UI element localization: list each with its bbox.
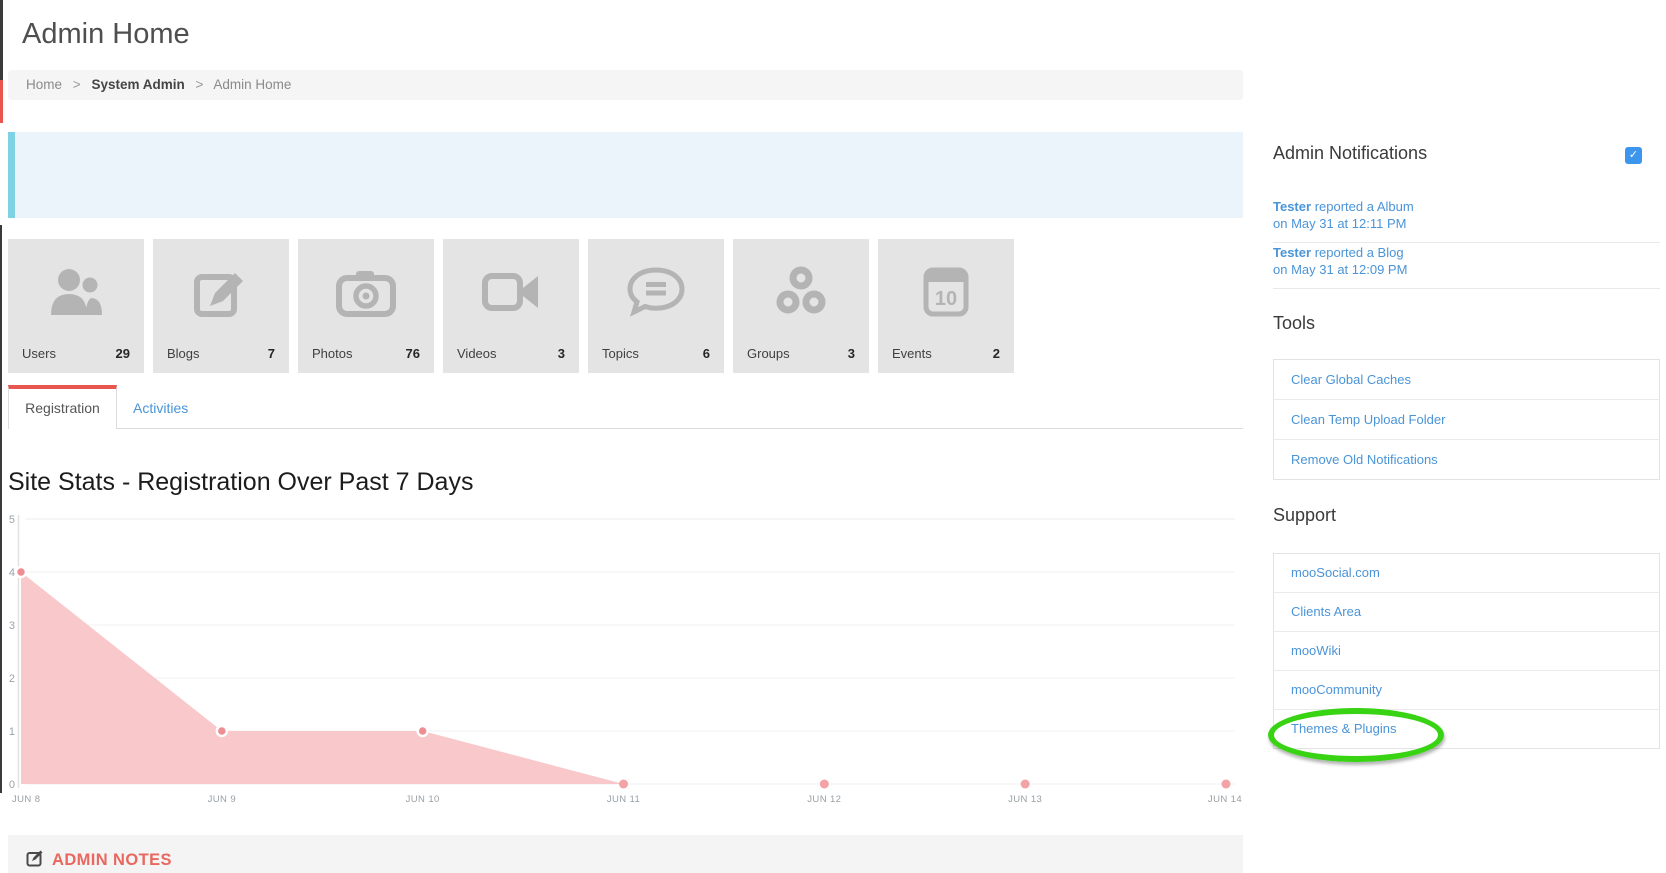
tile-value: 3 (557, 346, 565, 361)
tile-value: 3 (847, 346, 855, 361)
notifications-checkbox[interactable]: ✓ (1625, 147, 1642, 164)
admin-notes-title: ADMIN NOTES (52, 851, 172, 869)
stat-tile-videos[interactable]: Videos 3 (443, 239, 579, 373)
svg-text:4: 4 (9, 567, 15, 579)
tile-label: Groups (747, 346, 790, 361)
svg-text:Jun 9: Jun 9 (208, 794, 236, 805)
left-nav-edge-strip-lower (0, 225, 2, 793)
check-icon: ✓ (1628, 149, 1639, 161)
tab-activities[interactable]: Activities (133, 400, 189, 416)
stat-tile-topics[interactable]: Topics 6 (588, 239, 724, 373)
themes-plugins-link[interactable]: Themes & Plugins (1291, 721, 1397, 736)
tile-label: Photos (312, 346, 353, 361)
clear-global-caches-link[interactable]: Clear Global Caches (1291, 372, 1411, 387)
svg-text:Jun 14: Jun 14 (1208, 794, 1242, 805)
stat-tile-groups[interactable]: Groups 3 (733, 239, 869, 373)
video-camera-icon (443, 263, 579, 326)
registration-chart: 0 1 2 3 4 5 Jun 8 Jun 9 Jun 10 Jun 11 Jun 12 Jun 13… (8, 505, 1243, 815)
clients-area-link[interactable]: Clients Area (1291, 604, 1362, 619)
moosocial-com-link[interactable]: mooSocial.com (1291, 565, 1380, 580)
tools-heading: Tools (1273, 313, 1316, 333)
svg-text:5: 5 (9, 514, 15, 526)
tab-registration[interactable]: Registration (8, 385, 117, 429)
svg-text:3: 3 (9, 620, 15, 632)
blog-compose-icon (153, 263, 289, 326)
svg-text:1: 1 (9, 726, 15, 738)
clean-temp-upload-folder-link[interactable]: Clean Temp Upload Folder (1291, 412, 1446, 427)
moocommunity-link[interactable]: mooCommunity (1291, 682, 1383, 697)
tile-value: 29 (115, 346, 130, 361)
notification-actor: Tester (1273, 199, 1312, 214)
breadcrumb-separator: > (72, 77, 81, 92)
breadcrumb-system-admin[interactable]: System Admin (91, 77, 185, 92)
notification-action: reported a Blog (1314, 245, 1404, 260)
stat-tile-users[interactable]: Users 29 (8, 239, 144, 373)
svg-text:10: 10 (935, 288, 957, 310)
list-item: mooSocial.com (1274, 554, 1659, 593)
tab-bar: Registration Activities (8, 385, 1243, 429)
list-item: mooCommunity (1274, 671, 1659, 710)
support-list: mooSocial.com Clients Area mooWiki mooCo… (1273, 553, 1660, 749)
notifications-heading: Admin Notifications (1273, 143, 1428, 163)
group-circles-icon (733, 263, 869, 326)
tile-label: Events (892, 346, 932, 361)
tools-list: Clear Global Caches Clean Temp Upload Fo… (1268, 359, 1660, 762)
support-heading: Support (1273, 505, 1337, 525)
notification-action: reported a Album (1314, 199, 1414, 214)
camera-icon (298, 263, 434, 326)
breadcrumb-current: Admin Home (213, 77, 292, 92)
svg-text:Jun 10: Jun 10 (406, 794, 440, 805)
breadcrumb: Home > System Admin > Admin Home (8, 70, 1243, 100)
stat-tile-photos[interactable]: Photos 76 (298, 239, 434, 373)
stat-tile-blogs[interactable]: Blogs 7 (153, 239, 289, 373)
svg-text:Jun 12: Jun 12 (807, 794, 841, 805)
page-title: Admin Home (22, 18, 190, 50)
notification-item[interactable]: Tester reported a Blog on May 31 at 12:0… (1273, 244, 1660, 289)
breadcrumb-home[interactable]: Home (26, 77, 63, 92)
main-content: Admin Home Home > System Admin > Admin H… (8, 0, 1243, 873)
svg-text:Jun 11: Jun 11 (607, 794, 640, 805)
tile-value: 7 (267, 346, 275, 361)
left-nav-active-item-strip (0, 80, 3, 123)
list-item: Themes & Plugins (1274, 710, 1659, 748)
svg-text:Jun 13: Jun 13 (1008, 794, 1042, 805)
pencil-square-icon (26, 849, 44, 872)
list-item: Clients Area (1274, 593, 1659, 632)
svg-text:0: 0 (9, 779, 15, 791)
chart-title: Site Stats - Registration Over Past 7 Da… (8, 468, 474, 496)
tile-label: Topics (602, 346, 639, 361)
admin-notes-section: ADMIN NOTES (8, 835, 1243, 873)
list-item: mooWiki (1274, 632, 1659, 671)
list-item: Remove Old Notifications (1274, 440, 1659, 479)
tile-label: Users (22, 346, 56, 361)
moowiki-link[interactable]: mooWiki (1291, 643, 1341, 658)
list-item: Clean Temp Upload Folder (1274, 400, 1659, 440)
breadcrumb-separator: > (195, 77, 204, 92)
remove-old-notifications-link[interactable]: Remove Old Notifications (1291, 452, 1438, 467)
svg-text:2: 2 (9, 673, 15, 685)
stat-tile-events[interactable]: 10 Events 2 (878, 239, 1014, 373)
calendar-icon: 10 (878, 263, 1014, 326)
users-icon (8, 263, 144, 326)
left-nav-edge-strip (0, 0, 3, 80)
notification-time: on May 31 at 12:09 PM (1273, 262, 1408, 277)
list-item: Clear Global Caches (1268, 360, 1659, 762)
tile-label: Blogs (167, 346, 200, 361)
right-sidebar: Admin Notifications ✓ Tester reported a … (1268, 0, 1660, 873)
stats-row: Users 29 Blogs 7 (8, 239, 1014, 373)
tile-label: Videos (457, 346, 497, 361)
notification-actor: Tester (1273, 245, 1312, 260)
info-banner (8, 132, 1243, 218)
svg-text:Jun 8: Jun 8 (12, 794, 40, 805)
tile-value: 2 (992, 346, 1000, 361)
tile-value: 76 (405, 346, 420, 361)
tile-value: 6 (702, 346, 710, 361)
comment-icon (588, 263, 724, 326)
notification-item[interactable]: Tester reported a Album on May 31 at 12:… (1273, 198, 1660, 243)
notification-time: on May 31 at 12:11 PM (1273, 216, 1407, 231)
